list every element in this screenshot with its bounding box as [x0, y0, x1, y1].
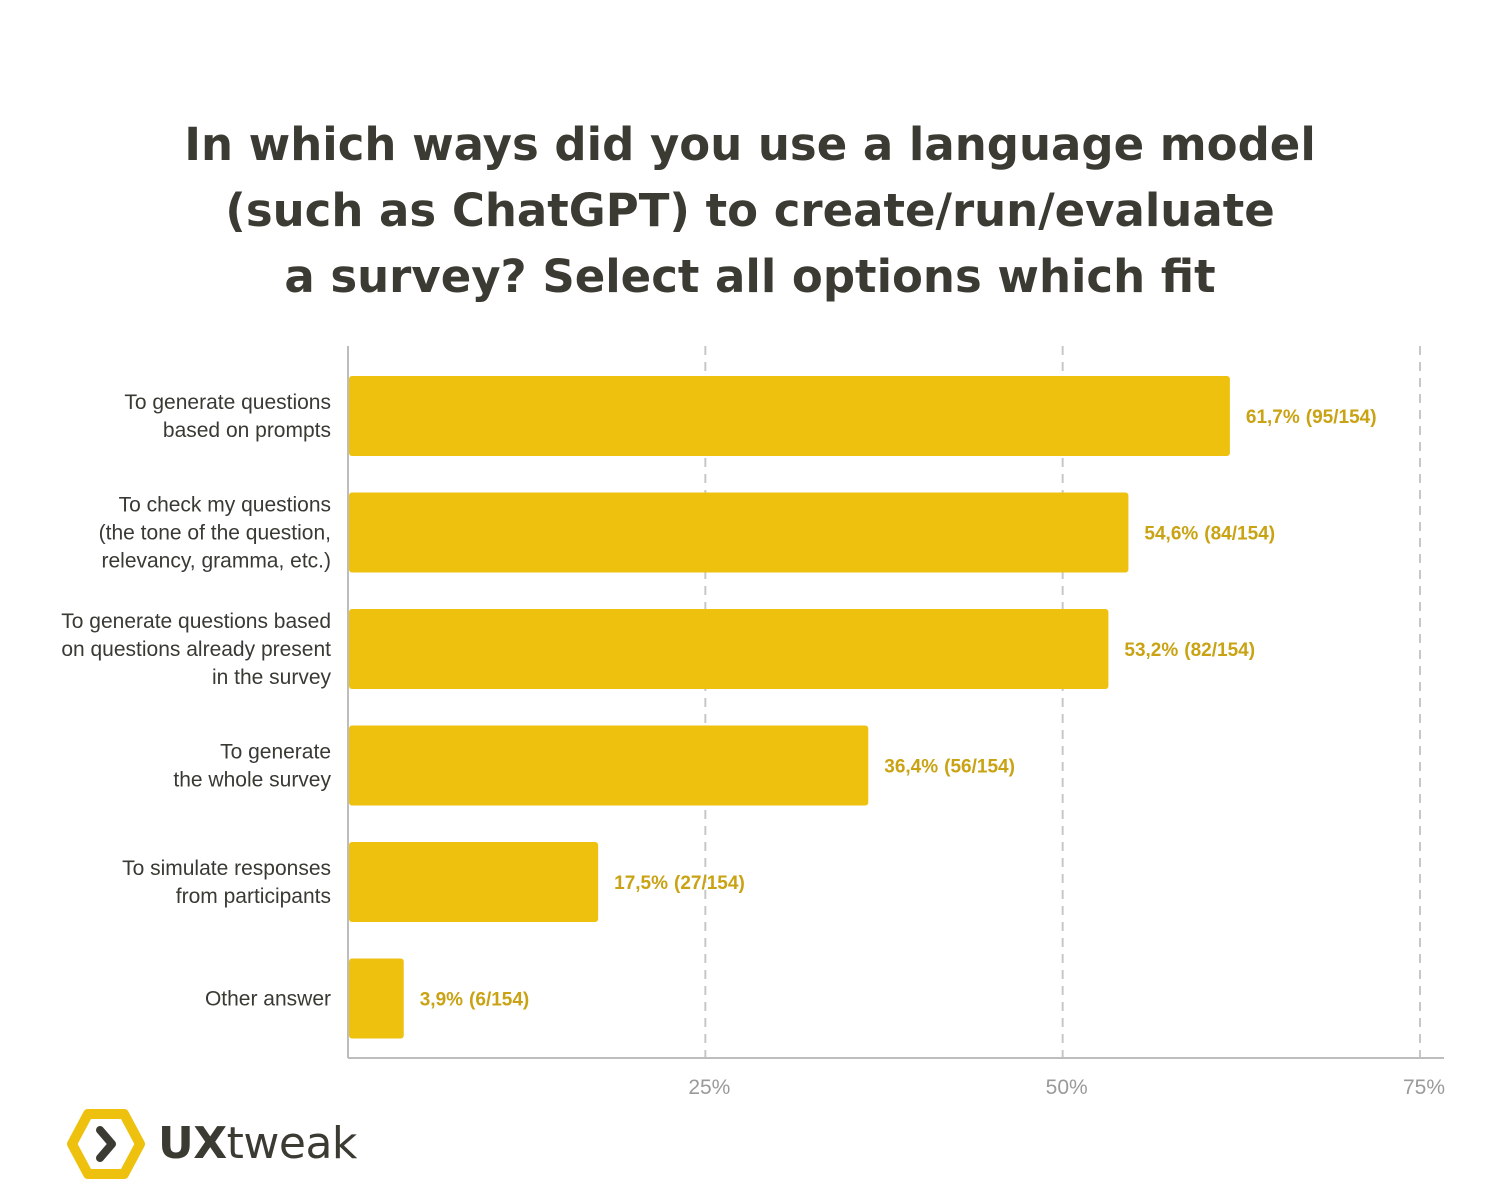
- logo-text-bold: UX: [158, 1118, 227, 1169]
- category-label-line: the whole survey: [173, 769, 331, 792]
- category-label-line: based on prompts: [163, 419, 331, 442]
- title-line-3: a survey? Select all options which fit: [284, 250, 1216, 303]
- bar-value-percent: 53,2%: [1124, 640, 1178, 661]
- category-label-line: To simulate responses: [122, 857, 331, 880]
- category-label-line: Other answer: [205, 988, 331, 1011]
- category-label: Other answer: [205, 988, 331, 1011]
- title-line-1: In which ways did you use a language mod…: [184, 118, 1316, 171]
- category-label-line: To generate questions based: [61, 610, 331, 633]
- logo-text-regular: tweak: [226, 1118, 358, 1169]
- bar-value-percent: 54,6%: [1144, 524, 1198, 545]
- labels: 25% 50% 75% 61,7% (95/154) To generate questi…: [61, 391, 1445, 1099]
- bar: [349, 958, 404, 1039]
- bar-value-count: (95/154): [1306, 407, 1377, 428]
- category-label-line: on questions already present: [61, 638, 331, 661]
- category-label-line: To check my questions: [119, 494, 331, 517]
- category-label-line: relevancy, gramma, etc.): [101, 550, 331, 573]
- axes: [347, 346, 1444, 1059]
- bar-value-count: (84/154): [1204, 524, 1275, 545]
- bar-value-label: 54,6% (84/154): [1144, 524, 1275, 545]
- bar-value-label: 36,4% (56/154): [884, 757, 1015, 778]
- bar-value-count: (6/154): [469, 990, 529, 1011]
- bar-value-percent: 3,9%: [420, 990, 463, 1011]
- bar-value-label: 61,7% (95/154): [1246, 407, 1377, 428]
- x-tick-label: 75%: [1403, 1076, 1445, 1099]
- category-label: To generate questions based on questions …: [61, 610, 331, 689]
- x-tick-label: 25%: [688, 1076, 730, 1099]
- bar-value-count: (27/154): [674, 873, 745, 894]
- uxtweak-logo: UXtweak: [66, 1108, 357, 1180]
- bar-value-count: (56/154): [944, 757, 1015, 778]
- category-label: To check my questions (the tone of the qu…: [99, 494, 331, 573]
- category-label-line: in the survey: [212, 666, 332, 689]
- category-label: To simulate responses from participants: [122, 857, 331, 908]
- category-label-line: To generate: [220, 741, 331, 764]
- x-tick-label: 50%: [1046, 1076, 1088, 1099]
- bar: [349, 609, 1109, 689]
- category-label-line: from participants: [176, 885, 331, 908]
- bar: [349, 725, 869, 806]
- chart-title: In which ways did you use a language mod…: [0, 112, 1500, 310]
- bar-value-percent: 17,5%: [614, 873, 668, 894]
- hexagon-chevron-icon: [67, 1109, 145, 1179]
- bar-value-label: 17,5% (27/154): [614, 873, 745, 894]
- title-line-2: (such as ChatGPT) to create/run/evaluate: [225, 184, 1275, 237]
- bar-value-percent: 61,7%: [1246, 407, 1300, 428]
- bar: [349, 842, 599, 922]
- grid-lines: [704, 346, 1421, 1058]
- bar-value-label: 53,2% (82/154): [1124, 640, 1255, 661]
- bar-value-label: 3,9% (6/154): [420, 990, 530, 1011]
- category-label-line: To generate questions: [124, 391, 331, 414]
- bar-value-percent: 36,4%: [884, 757, 938, 778]
- bars: [349, 376, 1230, 1039]
- bar-value-count: (82/154): [1184, 640, 1255, 661]
- category-label: To generate the whole survey: [173, 741, 331, 792]
- bar: [349, 376, 1230, 456]
- bar-chart: 25% 50% 75% 61,7% (95/154) To generate questi…: [61, 346, 1445, 1099]
- category-label: To generate questions based on prompts: [124, 391, 331, 442]
- logo-wordmark: UXtweak: [158, 1122, 357, 1166]
- bar: [349, 492, 1129, 573]
- category-label-line: (the tone of the question,: [99, 522, 331, 545]
